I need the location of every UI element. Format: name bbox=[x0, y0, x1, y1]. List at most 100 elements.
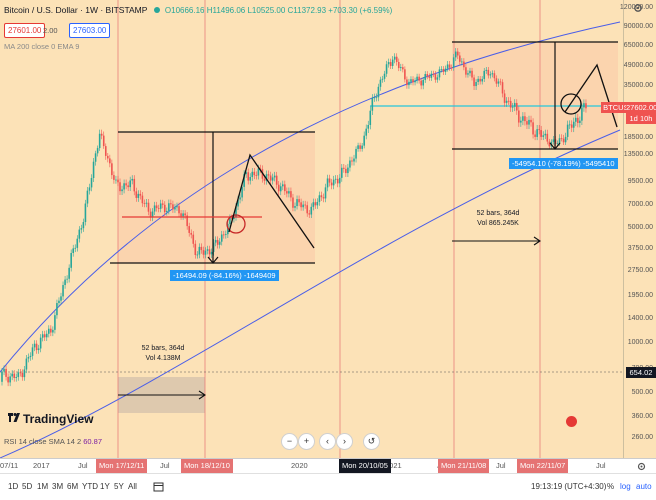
rsi-value: 60.87 bbox=[83, 437, 102, 446]
candle-body bbox=[385, 64, 388, 74]
price-tick: 260.00 bbox=[631, 434, 653, 441]
candle-body bbox=[538, 129, 540, 131]
candle-body bbox=[395, 56, 398, 62]
candle-body bbox=[235, 206, 237, 218]
candle-body bbox=[96, 148, 99, 154]
time-axis[interactable]: 07/112017JulJul2020Jul2021JulJulJulMon 1… bbox=[0, 458, 656, 473]
candle-body bbox=[19, 372, 22, 374]
candle-body bbox=[23, 369, 26, 378]
candle-body bbox=[56, 303, 58, 316]
candle-body bbox=[448, 64, 451, 68]
candle-body bbox=[338, 177, 341, 184]
flag-icon[interactable] bbox=[566, 416, 577, 427]
candle-body bbox=[161, 203, 164, 205]
price-tick: 9500.00 bbox=[627, 178, 653, 185]
price-chart[interactable] bbox=[0, 0, 624, 458]
time-marker-label: Mon 22/11/07 bbox=[517, 459, 569, 473]
candle-body bbox=[131, 178, 134, 181]
candle-body bbox=[562, 138, 565, 143]
candle-body bbox=[300, 202, 302, 208]
candle-body bbox=[308, 213, 311, 215]
timeframe-3m[interactable]: 3M bbox=[52, 482, 64, 491]
candle-body bbox=[286, 191, 288, 194]
candle-body bbox=[159, 203, 162, 209]
symbol-title[interactable]: Bitcoin / U.S. Dollar · 1W · BITSTAMP bbox=[4, 5, 148, 15]
settings-gear-icon[interactable] bbox=[632, 2, 644, 14]
log-toggle[interactable]: log bbox=[620, 482, 631, 491]
tradingview-logo-text: TradingView bbox=[23, 412, 94, 426]
candle-body bbox=[125, 183, 127, 186]
candle-body bbox=[548, 141, 551, 147]
time-tick: Jul bbox=[78, 461, 88, 470]
ma-indicator-label[interactable]: MA 200 close 0 EMA 9 bbox=[4, 42, 80, 51]
bars-stat-2: 52 bars, 364d Vol 865.245K bbox=[468, 209, 528, 229]
tradingview-logo[interactable]: TradingView bbox=[8, 412, 93, 426]
candle-body bbox=[328, 178, 331, 183]
candle-body bbox=[493, 73, 496, 79]
timeframe-ytd[interactable]: YTD bbox=[82, 482, 98, 491]
candle-body bbox=[129, 180, 131, 188]
candle-body bbox=[37, 348, 40, 351]
candle-body bbox=[316, 201, 319, 206]
candle-body bbox=[72, 248, 75, 253]
candle-body bbox=[465, 67, 467, 75]
candle-body bbox=[13, 373, 16, 379]
candle-body bbox=[180, 213, 182, 217]
buy-price-button[interactable]: 27603.00 bbox=[69, 23, 111, 38]
timeframe-1m[interactable]: 1M bbox=[37, 482, 49, 491]
candle-body bbox=[558, 138, 561, 144]
candle-body bbox=[35, 343, 38, 351]
candle-body bbox=[444, 68, 447, 72]
time-tick: 2020 bbox=[291, 461, 308, 470]
candle-body bbox=[225, 234, 227, 235]
candle-body bbox=[163, 204, 166, 213]
candle-body bbox=[54, 315, 56, 330]
calendar-icon[interactable] bbox=[153, 481, 164, 492]
rsi-indicator-label[interactable]: RSI 14 close SMA 14 2 60.87 bbox=[4, 437, 102, 446]
candle-body bbox=[76, 238, 79, 248]
candle-body bbox=[471, 70, 473, 78]
scroll-left-button[interactable]: ‹ bbox=[319, 433, 336, 450]
timeframe-6m[interactable]: 6M bbox=[67, 482, 79, 491]
candle-body bbox=[92, 161, 95, 179]
timeframe-1d[interactable]: 1D bbox=[8, 482, 19, 491]
cursor-price-label: 654.02 bbox=[626, 367, 656, 378]
candle-body bbox=[190, 232, 193, 235]
candle-body bbox=[513, 102, 516, 107]
candle-body bbox=[253, 171, 256, 176]
candle-body bbox=[454, 51, 457, 58]
candle-body bbox=[1, 371, 3, 382]
timeframe-1y[interactable]: 1Y bbox=[100, 482, 110, 491]
candle-body bbox=[475, 82, 477, 87]
timeframe-5d[interactable]: 5D bbox=[22, 482, 33, 491]
time-tick: Jul bbox=[496, 461, 506, 470]
timeframe-5y[interactable]: 5Y bbox=[114, 482, 124, 491]
chart-area[interactable]: Bitcoin / U.S. Dollar · 1W · BITSTAMP O1… bbox=[0, 0, 656, 458]
bars-stat-1-count: 52 bars, 364d bbox=[141, 345, 185, 352]
price-tick: 35000.00 bbox=[623, 82, 653, 89]
zoom-out-button[interactable]: − bbox=[281, 433, 298, 450]
candle-body bbox=[485, 69, 488, 71]
scroll-right-button[interactable]: › bbox=[336, 433, 353, 450]
candle-body bbox=[284, 184, 286, 192]
candle-body bbox=[151, 211, 154, 218]
candle-body bbox=[406, 79, 408, 86]
candle-body bbox=[515, 102, 518, 111]
candle-body bbox=[501, 82, 504, 94]
candle-body bbox=[349, 160, 351, 168]
price-axis[interactable]: 120000.00 90000.00 65000.00 49000.00 35000.0… bbox=[620, 0, 656, 458]
clock[interactable]: 19:13:19 (UTC+4:30) bbox=[531, 482, 607, 491]
reset-chart-button[interactable]: ↺ bbox=[363, 433, 380, 450]
candle-body bbox=[133, 178, 136, 192]
zoom-in-button[interactable]: + bbox=[298, 433, 315, 450]
candle-body bbox=[318, 195, 321, 202]
candle-body bbox=[80, 228, 83, 230]
candle-body bbox=[247, 172, 250, 181]
auto-toggle[interactable]: auto bbox=[636, 482, 652, 491]
candle-body bbox=[251, 171, 254, 177]
candle-body bbox=[416, 76, 418, 81]
settings-gear-icon[interactable] bbox=[636, 461, 647, 472]
sell-price-button[interactable]: 27601.00 bbox=[4, 23, 46, 38]
percent-toggle[interactable]: % bbox=[607, 482, 615, 491]
timeframe-all[interactable]: All bbox=[128, 482, 137, 491]
